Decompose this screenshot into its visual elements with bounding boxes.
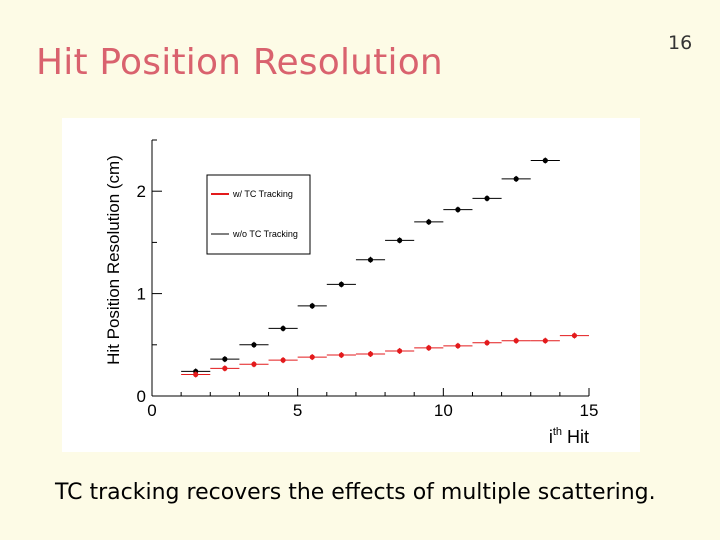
data-point-w-o-tc-tracking xyxy=(268,325,298,332)
data-point-w-o-tc-tracking xyxy=(443,206,473,213)
legend-label-without-tc: w/o TC Tracking xyxy=(232,229,298,239)
data-point-w-tc-tracking xyxy=(297,354,327,361)
marker xyxy=(193,371,199,378)
data-point-w-o-tc-tracking xyxy=(501,175,531,182)
legend-box xyxy=(206,174,311,255)
marker xyxy=(280,357,286,363)
x-axis-label-main: i xyxy=(549,427,553,447)
data-point-w-tc-tracking xyxy=(326,352,356,359)
marker xyxy=(251,361,257,367)
marker xyxy=(251,342,257,348)
x-axis-label-sup: th xyxy=(553,426,562,438)
x-tick-label: 5 xyxy=(293,401,302,420)
data-point-w-tc-tracking xyxy=(355,351,386,358)
data-point-w-tc-tracking xyxy=(530,337,560,344)
marker xyxy=(367,257,374,263)
marker xyxy=(309,303,315,309)
marker xyxy=(542,338,548,344)
y-tick-label: 1 xyxy=(137,285,146,304)
x-tick-label: 10 xyxy=(434,401,453,420)
marker xyxy=(484,340,490,346)
x-axis-label: ith Hit xyxy=(549,426,589,447)
resolution-chart: Hit Position Resolution (cm) ith Hit w/ … xyxy=(104,139,599,447)
x-axis-label-rest: Hit xyxy=(562,427,589,447)
marker xyxy=(280,325,286,332)
data-point-w-o-tc-tracking xyxy=(355,256,386,263)
y-axis-label: Hit Position Resolution (cm) xyxy=(104,155,123,365)
marker xyxy=(397,237,403,243)
data-point-w-tc-tracking xyxy=(414,344,444,351)
marker xyxy=(426,345,432,351)
marker xyxy=(571,332,578,339)
marker xyxy=(455,343,461,349)
x-tick-label: 15 xyxy=(580,401,599,420)
data-point-w-o-tc-tracking xyxy=(297,302,327,309)
data-point-w-tc-tracking xyxy=(559,332,589,339)
marker xyxy=(338,281,344,287)
data-point-w-o-tc-tracking xyxy=(210,356,240,363)
marker xyxy=(309,354,315,360)
data-point-w-o-tc-tracking xyxy=(530,157,560,164)
data-point-w-tc-tracking xyxy=(501,337,531,344)
marker xyxy=(455,207,461,213)
marker xyxy=(484,195,490,201)
marker xyxy=(222,356,228,362)
data-point-w-o-tc-tracking xyxy=(414,218,444,225)
x-tick-label: 0 xyxy=(147,401,156,420)
y-tick-label: 0 xyxy=(137,387,146,406)
legend: w/ TC Tracking w/o TC Tracking xyxy=(206,174,311,255)
data-point-w-tc-tracking xyxy=(210,365,240,372)
data-point-w-o-tc-tracking xyxy=(326,281,356,288)
slide-title: Hit Position Resolution xyxy=(36,42,443,83)
marker xyxy=(513,176,519,182)
plot-panel: Hit Position Resolution (cm) ith Hit w/ … xyxy=(62,118,640,452)
data-point-w-o-tc-tracking xyxy=(385,237,415,244)
data-point-w-o-tc-tracking xyxy=(472,195,502,202)
marker xyxy=(542,157,548,164)
slide-number: 16 xyxy=(668,32,693,54)
data-point-w-tc-tracking xyxy=(385,347,415,354)
y-tick-label: 2 xyxy=(137,182,146,201)
marker xyxy=(513,338,519,344)
axes-layer: 0 5 10 15 0 1 2 xyxy=(137,139,599,420)
data-point-w-tc-tracking xyxy=(472,339,502,346)
marker xyxy=(367,351,374,357)
data-point-w-tc-tracking xyxy=(443,342,473,349)
marker xyxy=(426,219,432,225)
marker xyxy=(222,365,228,371)
slide-caption: TC tracking recovers the effects of mult… xyxy=(55,480,656,505)
data-point-w-tc-tracking xyxy=(239,361,269,368)
marker xyxy=(338,352,344,358)
data-point-w-tc-tracking xyxy=(181,371,211,378)
legend-label-with-tc: w/ TC Tracking xyxy=(232,189,293,199)
data-point-w-tc-tracking xyxy=(268,357,298,364)
data-point-w-o-tc-tracking xyxy=(239,341,269,348)
marker xyxy=(397,348,403,354)
points-layer xyxy=(181,157,589,378)
